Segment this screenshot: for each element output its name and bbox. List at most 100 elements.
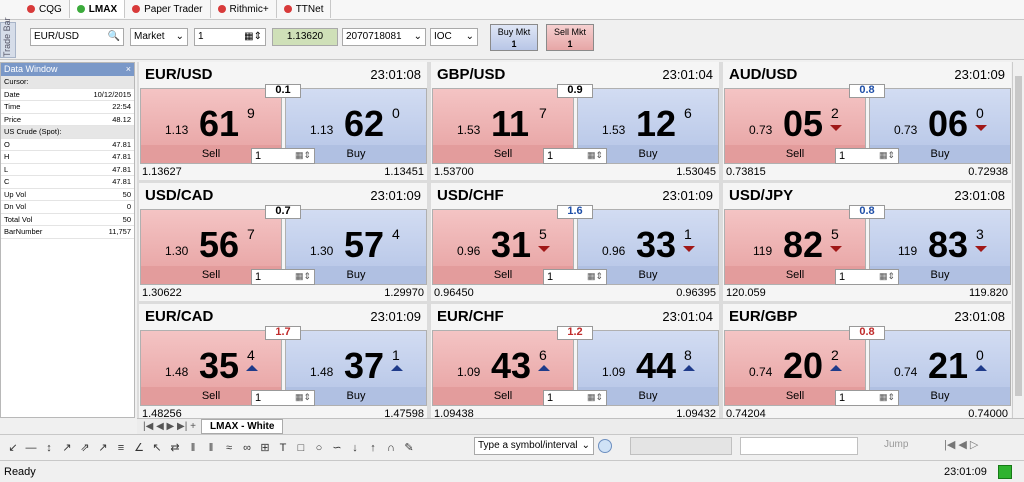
tool-icon[interactable]: ↗ [98,442,108,454]
price-prefix: 1.30 [310,244,334,258]
quantity-input[interactable]: 1 ▦⇕ [251,390,315,406]
order-type-field[interactable]: Market ⌄ [130,28,188,46]
tool-icon[interactable]: ↗ [62,442,72,454]
quantity: 1 [839,271,846,283]
navigation-arrows[interactable]: |◀ ◀ ▷ [944,439,979,451]
tool-icon[interactable]: ∩ [387,442,395,454]
tool-icon[interactable]: ↖ [152,442,162,454]
connection-tab[interactable]: LMAX [69,0,126,18]
tool-icon[interactable]: ↙ [8,442,18,454]
symbol: EUR/USD [34,31,80,42]
buy-price: 1.30 57 4 [286,224,426,265]
spin-icon: ▦⇕ [294,392,311,402]
sell-mkt-button[interactable]: Sell Mkt 1 [546,24,594,51]
buy-button[interactable]: 1.13 62 0 Buy [285,88,427,164]
sheet-nav[interactable]: |◀ ◀ ▶ ▶| + [143,421,196,432]
quote-time: 23:01:08 [370,67,421,82]
buy-label: Buy [286,387,426,405]
buy-button[interactable]: 1.48 37 1 Buy [285,330,427,406]
jump-button[interactable]: Jump [884,439,908,450]
sell-price: 1.53 11 7 [433,103,573,144]
price-field[interactable]: 1.13620 [272,28,338,46]
quantity-input[interactable]: 1 ▦⇕ [543,390,607,406]
tool-icon[interactable]: ≡ [117,442,125,454]
sell-button[interactable]: 119 82 5 Sell [724,209,866,285]
tool-icon[interactable]: ∞ [243,442,251,454]
sell-button[interactable]: 1.53 11 7 Sell [432,88,574,164]
tool-icon[interactable]: ⊞ [260,442,270,454]
tool-icon[interactable]: ‖ [208,442,214,454]
connection-tab[interactable]: Rithmic+ [211,0,277,18]
data-row: BarNumber 11,757 [1,226,134,239]
go-button[interactable] [598,439,612,453]
scroll-thumb[interactable] [1015,76,1022,396]
buy-button[interactable]: 0.74 21 0 Buy [869,330,1011,406]
tif: IOC [434,31,452,42]
spin-icon: ▦⇕ [586,271,603,281]
sell-price: 1.13 61 9 [141,103,281,144]
data-row: O 47.81 [1,138,134,151]
tab-label: CQG [39,3,62,15]
data-label: Total Vol [4,214,33,224]
sell-label: Sell [141,266,281,284]
scrollbar[interactable] [1012,62,1024,418]
data-row: C 47.81 [1,176,134,189]
connection-indicator [998,465,1012,479]
dropdown-arrow: ⌄ [175,31,184,42]
tif-field[interactable]: IOC ⌄ [430,28,478,46]
tab-label: Paper Trader [144,3,203,15]
price-pip: 0 [976,347,984,363]
date-field[interactable] [740,437,858,455]
sell-label: Sell [725,387,865,405]
quantity-input[interactable]: 1 ▦⇕ [543,269,607,285]
buy-label: Buy [870,387,1010,405]
connection-tab[interactable]: CQG [20,0,70,18]
tool-icon[interactable]: ≈ [225,442,233,454]
disabled-dropdown[interactable] [630,437,732,455]
tool-icon[interactable]: ↑ [370,442,376,454]
account-field[interactable]: 2070718081 ⌄ [342,28,426,46]
tool-icon[interactable]: ⇄ [170,442,180,454]
buy-mkt-button[interactable]: Buy Mkt 1 [490,24,538,51]
tool-icon[interactable]: — [25,442,37,454]
tile-grid: EUR/USD 23:01:08 0.1 1.13 61 9 Sell 1.13 62 0 Buy 1… [137,62,1011,422]
symbol-field[interactable]: EUR/USD 🔍 [30,28,124,46]
quantity-field[interactable]: 1 ▦⇕ [194,28,266,46]
connection-tab[interactable]: Paper Trader [125,0,211,18]
sell-label: Sell [725,145,865,163]
status-time: 23:01:09 [944,466,987,478]
tool-icon[interactable]: ✎ [404,442,414,454]
quantity-input[interactable]: 1 ▦⇕ [543,148,607,164]
price-prefix: 1.48 [310,365,334,379]
close-button[interactable]: × [125,64,131,74]
search-icon: 🔍 [107,31,120,42]
sheet-tab[interactable]: LMAX - White [201,419,284,434]
tool-icon[interactable]: ∽ [332,442,342,454]
quantity-input[interactable]: 1 ▦⇕ [835,269,899,285]
price-pip: 8 [684,347,692,363]
sell-button[interactable]: 0.74 20 2 Sell [724,330,866,406]
buy-button[interactable]: 0.73 06 0 Buy [869,88,1011,164]
connection-tab[interactable]: TTNet [277,0,332,18]
tool-icon[interactable]: □ [297,442,305,454]
quote-tile: EUR/CHF 23:01:04 1.2 1.09 43 6 Sell 1.09 44 8 Buy 1… [431,304,719,422]
tool-icon[interactable]: ∠ [134,442,144,454]
quantity-input[interactable]: 1 ▦⇕ [835,390,899,406]
quote-tile: EUR/GBP 23:01:08 0.8 0.74 20 2 Sell 0.74 21 0 Buy 1… [723,304,1011,422]
tool-icon[interactable]: ○ [315,442,323,454]
data-row: Date 10/12/2015 [1,88,134,101]
quantity-input[interactable]: 1 ▦⇕ [835,148,899,164]
tool-icon[interactable]: ↓ [352,442,358,454]
tool-icon[interactable]: T [279,442,287,454]
symbol-interval-box[interactable]: Type a symbol/interval ⌄ [474,437,594,455]
tool-icon[interactable]: ↕ [46,442,52,454]
spread: 0.1 [265,84,301,98]
quantity-input[interactable]: 1 ▦⇕ [251,148,315,164]
tool-icon[interactable]: ⇗ [80,442,90,454]
price-prefix: 0.74 [894,365,918,379]
buy-button[interactable]: 1.09 44 8 Buy [577,330,719,406]
session-high: 1.29970 [384,287,424,299]
quantity-input[interactable]: 1 ▦⇕ [251,269,315,285]
data-window-title: Data Window [4,64,58,74]
tool-icon[interactable]: ‖ [190,442,196,454]
